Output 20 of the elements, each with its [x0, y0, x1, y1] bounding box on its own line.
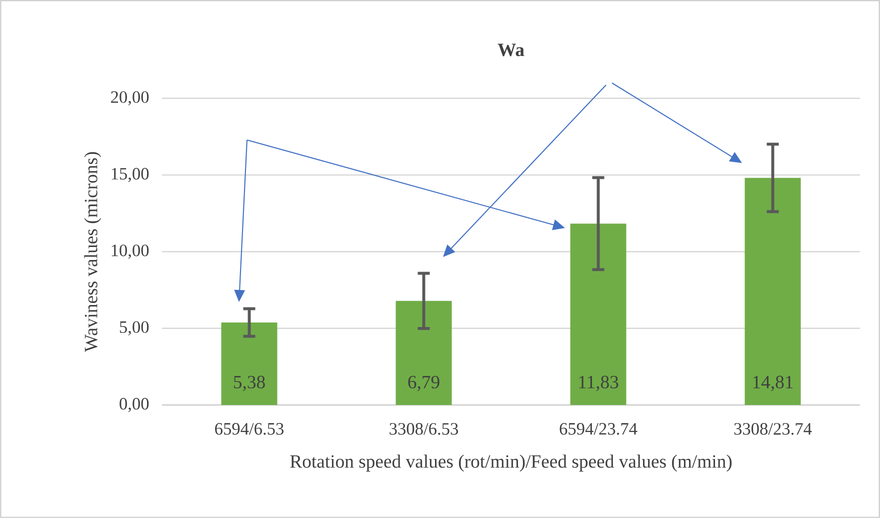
- y-tick-label: 20,00: [111, 91, 149, 106]
- y-tick-label: 0,00: [120, 398, 149, 412]
- data-label: 5,38: [234, 376, 265, 392]
- bar: [221, 322, 278, 405]
- x-tick-label: 3308/23.74: [734, 423, 812, 435]
- y-tick-label: 10,00: [112, 244, 149, 259]
- x-tick-label: 3308/6.53: [390, 423, 458, 435]
- bar: [396, 300, 452, 405]
- bar: [570, 224, 626, 405]
- chart-title: Wa: [498, 44, 524, 56]
- x-tick-label: 6594/6.53: [215, 423, 284, 435]
- x-tick-label: 6594/23.74: [560, 423, 638, 435]
- y-axis-title: Waviness values (microns): [84, 152, 102, 352]
- y-tick-label: 5,00: [120, 321, 149, 336]
- bar: [744, 178, 801, 405]
- data-label: 11,83: [579, 376, 618, 392]
- data-label: 6,79: [408, 376, 440, 392]
- x-axis-title: Rotation speed values (rot/min)/Feed speed values (m/min): [290, 454, 732, 472]
- data-label: 14,81: [753, 376, 793, 392]
- y-tick-label: 15,00: [112, 168, 149, 182]
